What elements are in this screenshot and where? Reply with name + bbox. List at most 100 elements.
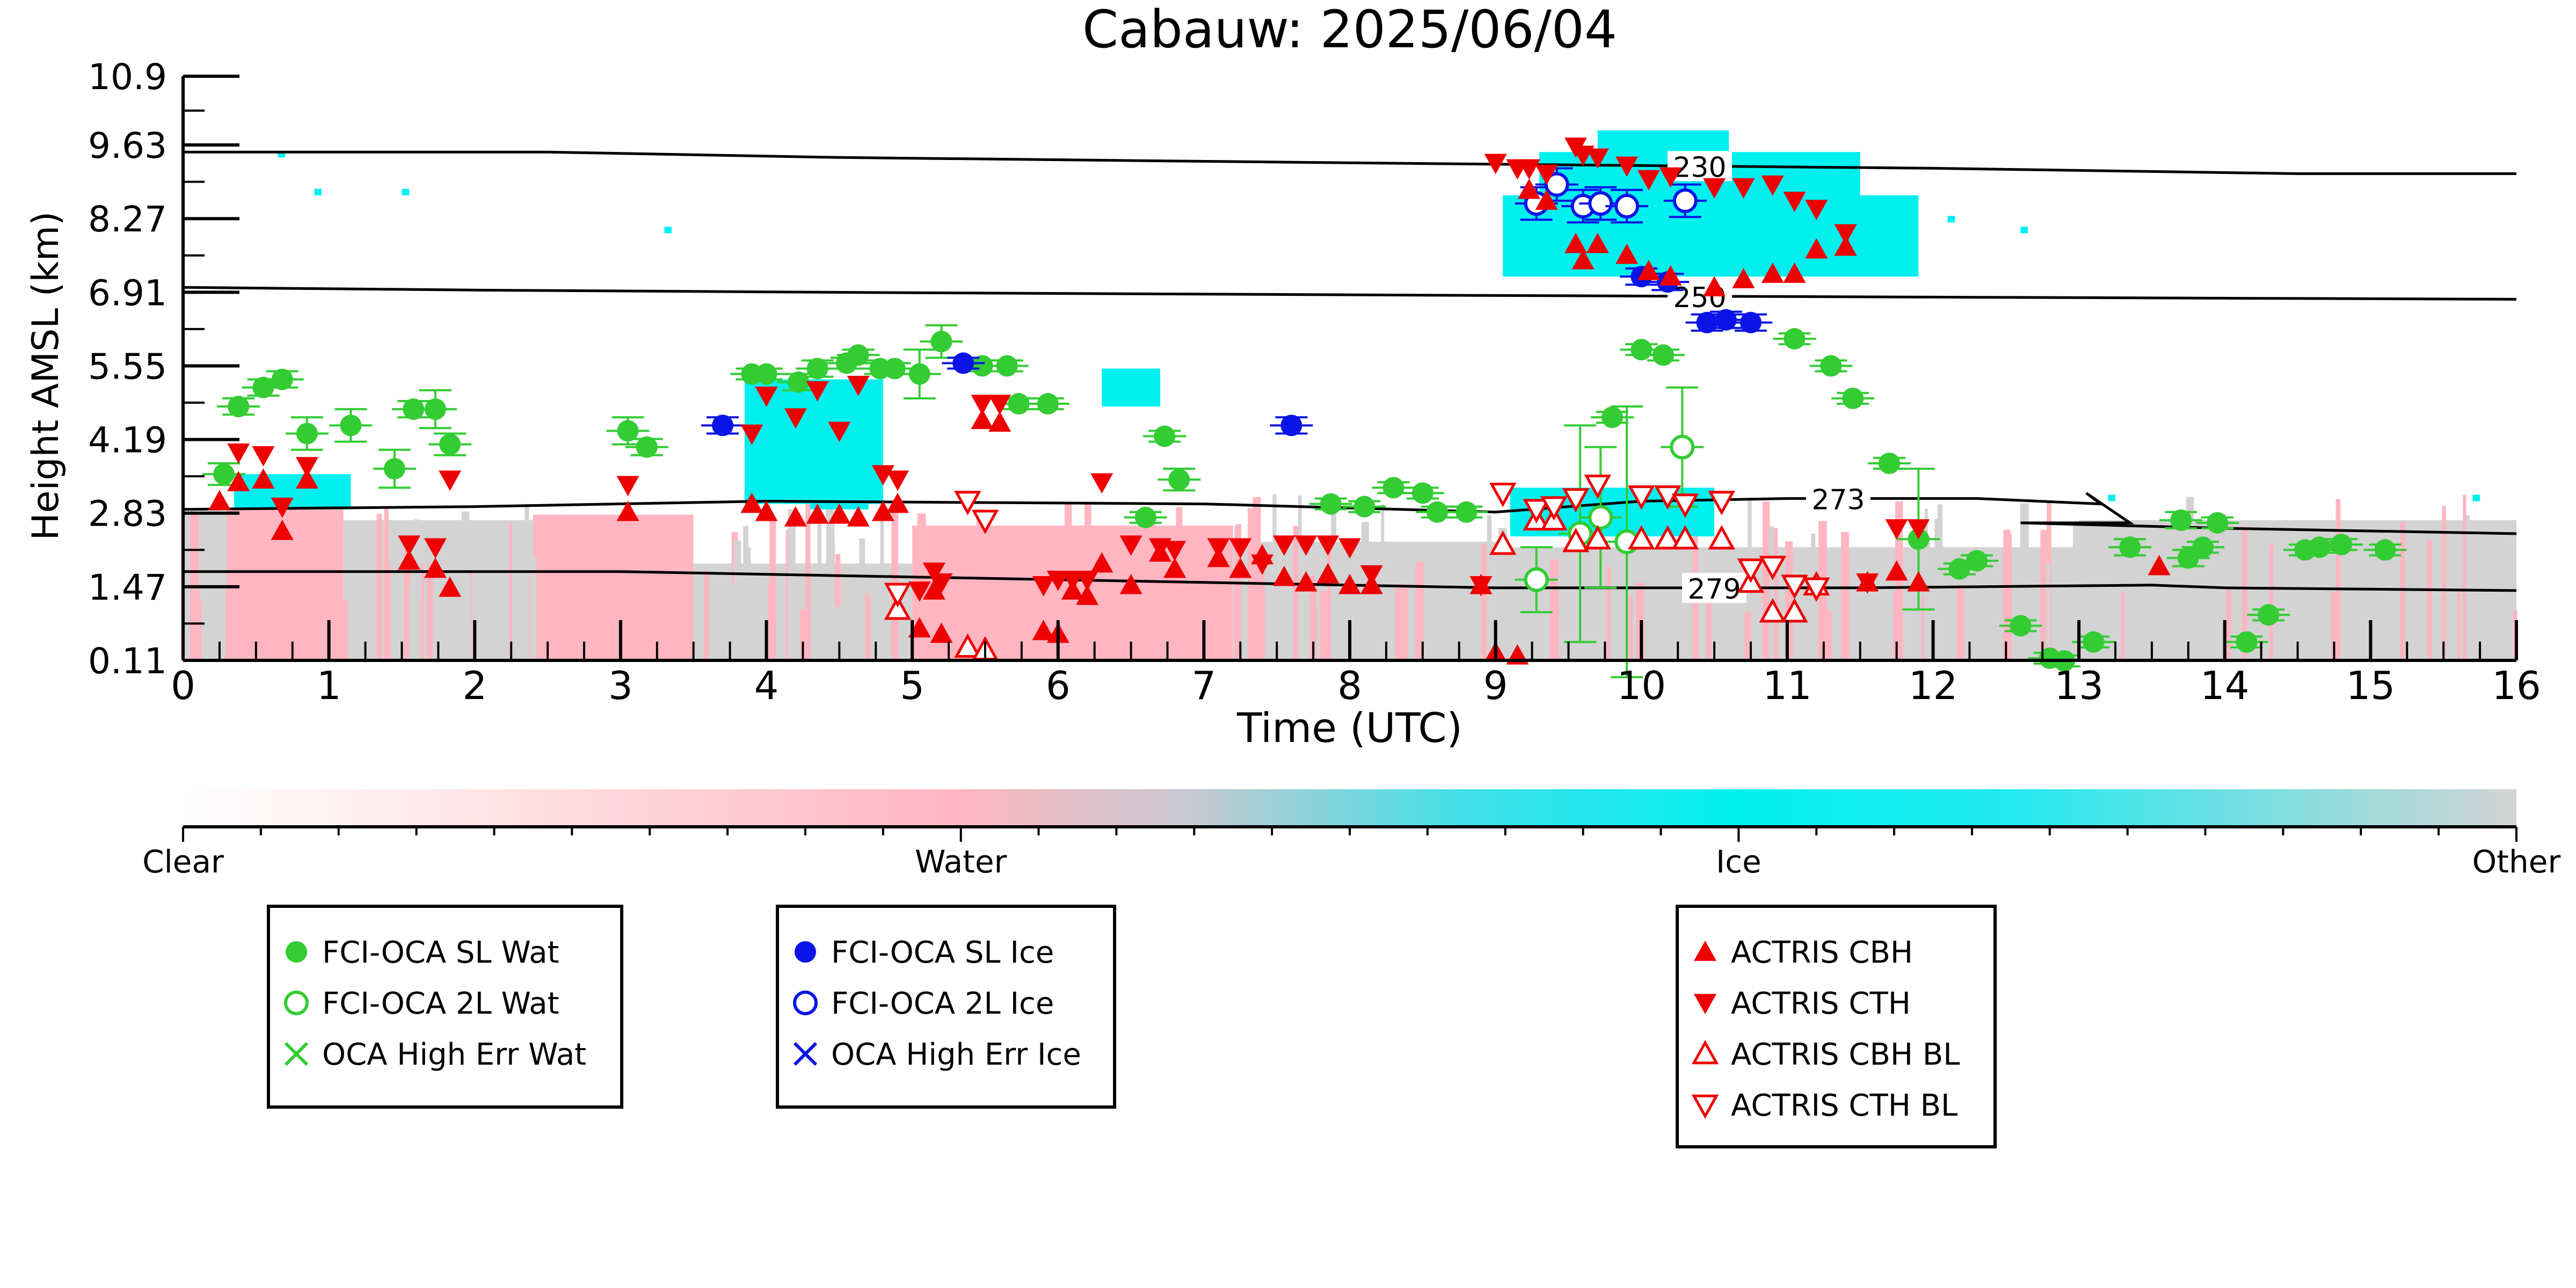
phase-streak [2162, 522, 2171, 660]
marker-triangle-down [227, 443, 250, 464]
marker-x-b [284, 1042, 309, 1066]
marker-circle [1320, 493, 1342, 515]
marker-circle [793, 991, 818, 1015]
marker-triangle-up [1781, 598, 1808, 623]
marker-triangle-down [295, 457, 318, 478]
marker-circle [1168, 469, 1190, 491]
phase-streak [2427, 540, 2432, 660]
x-tick-label: 2 [462, 663, 487, 708]
marker-circle [1411, 482, 1433, 504]
marker-triangle-down [1518, 159, 1541, 180]
data-markers [202, 137, 2407, 679]
phase-streak [2331, 592, 2338, 660]
marker-triangle-up [1637, 260, 1660, 280]
marker-circle [2374, 539, 2396, 561]
x-tick-label: 9 [1483, 663, 1508, 708]
legend-label: ACTRIS CTH BL [1731, 1088, 1958, 1123]
phase-streak [1937, 504, 1943, 660]
ice-region [234, 474, 351, 510]
phase-streak [330, 537, 336, 660]
marker-triangle-down [1708, 491, 1735, 515]
phase-streak [1283, 548, 1287, 660]
phase-streak [976, 509, 983, 660]
phase-streak [1272, 494, 1277, 660]
ice-speck [314, 188, 322, 195]
marker-triangle-down [1856, 573, 1879, 594]
phase-streak [1208, 580, 1213, 660]
marker-circle [424, 398, 446, 420]
marker-triangle-down [908, 581, 931, 602]
marker-triangle-down [1489, 483, 1517, 507]
marker-triangle-down [1737, 558, 1765, 583]
phase-streak [1925, 508, 1928, 660]
marker-circle [1588, 191, 1613, 216]
phase-streak [1706, 596, 1712, 660]
marker-circle [383, 458, 405, 480]
marker-circle [847, 344, 869, 366]
marker-triangle-down [884, 583, 912, 608]
marker-triangle-up [1834, 235, 1857, 256]
phase-streak [2453, 546, 2458, 660]
phase-streak [2121, 592, 2124, 660]
marker-triangle-down [1229, 538, 1252, 559]
marker-triangle-down [271, 497, 294, 518]
marker-circle [1544, 172, 1569, 197]
phase-streak [250, 553, 257, 660]
phase-streak [1751, 569, 1757, 660]
phase-streak [1481, 544, 1487, 660]
phase-streak [1957, 587, 1964, 660]
phase-streak [2003, 529, 2011, 660]
marker-triangle-down [1732, 178, 1755, 199]
marker-circle [1670, 434, 1695, 460]
marker-triangle-up [922, 579, 945, 600]
marker-circle [952, 352, 974, 374]
phase-streak [1400, 585, 1408, 660]
phase-streak [248, 540, 252, 660]
marker-triangle-up [1759, 598, 1786, 623]
phase-streak [1773, 528, 1778, 660]
marker-triangle-down [1540, 496, 1568, 521]
marker-triangle-up [1535, 189, 1558, 210]
marker-triangle-up [806, 503, 829, 524]
marker-triangle-up [740, 492, 763, 513]
phase-streak [1155, 548, 1160, 660]
marker-triangle-up [1761, 263, 1784, 283]
phase-streak [733, 540, 741, 660]
phase-streak [752, 606, 757, 660]
marker-triangle-up [1076, 585, 1099, 605]
x-tick-label: 14 [2200, 663, 2250, 708]
marker-triangle-down [806, 381, 829, 402]
ice-speck [2472, 494, 2480, 501]
isotherm-label-bg [1667, 151, 1732, 181]
phase-streak [1217, 551, 1221, 660]
phase-band [533, 514, 694, 660]
marker-triangle-up [1616, 243, 1639, 264]
marker-circle [2207, 512, 2229, 534]
marker-circle [1354, 496, 1376, 518]
colorbar-label: Water [915, 843, 1007, 880]
marker-circle [1842, 387, 1864, 409]
marker-triangle-down [784, 408, 807, 429]
phase-streak [1003, 570, 1007, 660]
marker-circle [1008, 393, 1030, 415]
marker-triangle-down [1802, 577, 1830, 602]
y-tick-label: 0.11 [88, 641, 167, 682]
marker-circle [2170, 509, 2192, 531]
phase-streak [339, 600, 348, 660]
colorbar-label: Clear [142, 843, 224, 880]
phase-streak [384, 506, 389, 660]
phase-streak [2046, 562, 2050, 660]
marker-circle [1652, 344, 1674, 366]
marker-circle [617, 420, 639, 442]
phase-streak [1560, 571, 1564, 660]
marker-triangle-up [1654, 525, 1682, 550]
marker-circle [1740, 311, 1762, 333]
x-axis-label: Time (UTC) [1236, 704, 1462, 752]
marker-triangle-up [1691, 1039, 1719, 1065]
marker-triangle-down [1469, 576, 1493, 596]
phase-streak [1298, 496, 1302, 660]
marker-triangle-down [1294, 535, 1318, 556]
phase-streak [1176, 507, 1183, 660]
phase-streak [1101, 530, 1109, 660]
